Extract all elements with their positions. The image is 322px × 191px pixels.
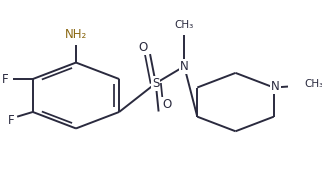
Text: O: O [138, 41, 147, 54]
Text: CH₃: CH₃ [305, 79, 322, 89]
Text: O: O [162, 98, 171, 111]
Text: S: S [152, 77, 159, 90]
Text: F: F [2, 73, 8, 86]
Text: N: N [271, 80, 279, 93]
Text: F: F [7, 114, 14, 127]
Text: CH₃: CH₃ [175, 20, 194, 30]
Text: N: N [180, 60, 189, 73]
Text: NH₂: NH₂ [65, 28, 87, 41]
